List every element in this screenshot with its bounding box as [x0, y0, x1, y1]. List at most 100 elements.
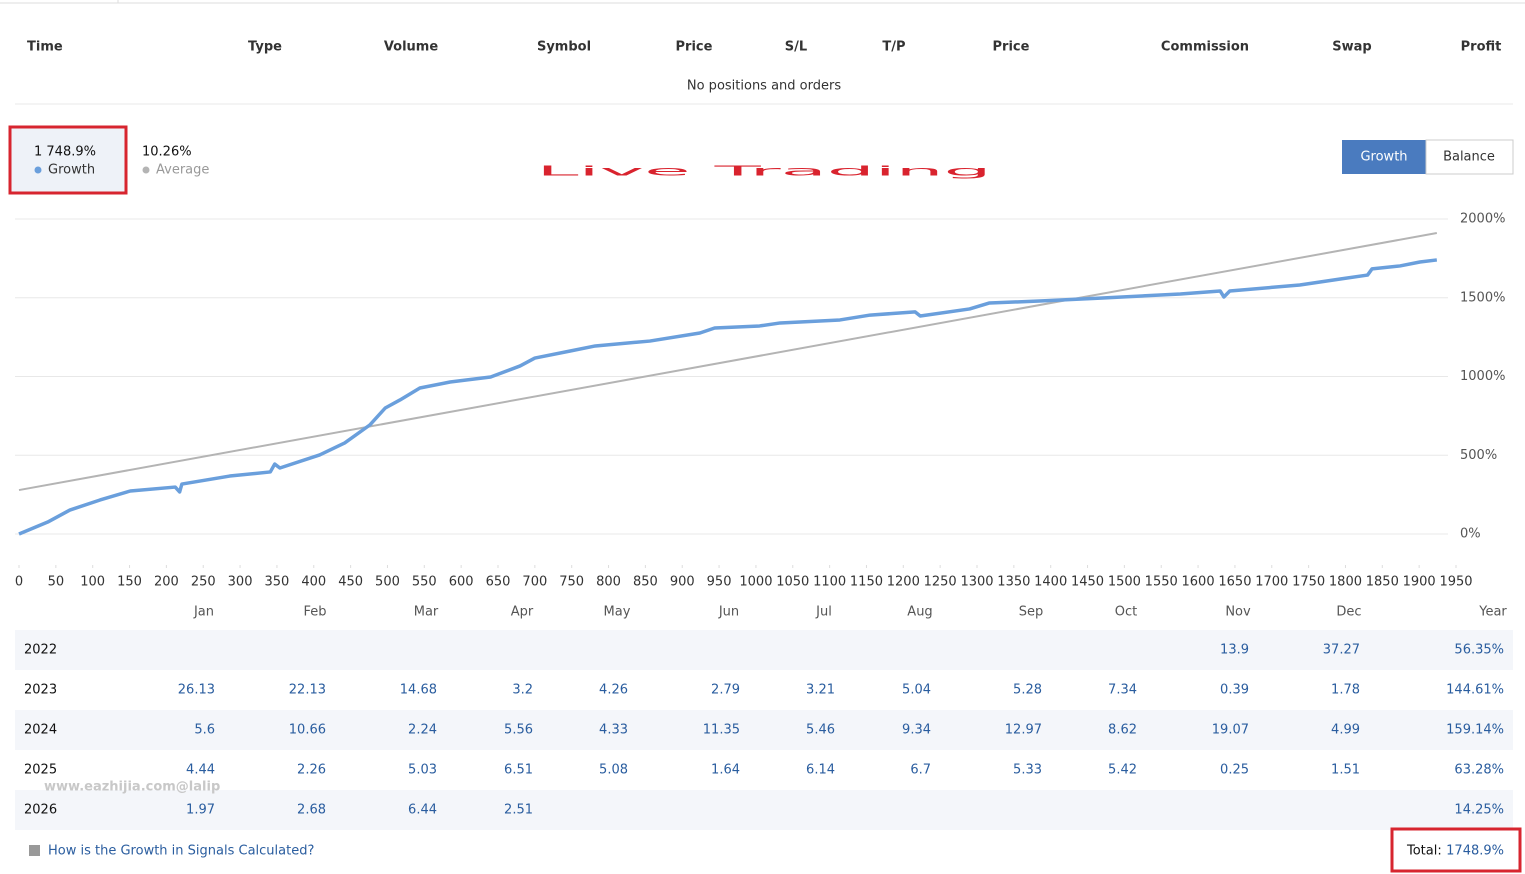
- year-label: 2025: [24, 763, 57, 778]
- x-tick-label: 1300: [960, 575, 993, 590]
- month-value: 2.26: [297, 763, 326, 778]
- month-value: 5.04: [902, 683, 931, 698]
- month-value: 12.97: [1005, 723, 1042, 738]
- column-header: S/L: [785, 40, 807, 55]
- month-value: 6.14: [806, 763, 835, 778]
- x-tick-label: 750: [559, 575, 584, 590]
- x-tick-label: 100: [80, 575, 105, 590]
- watermark: www.eazhijia.com@lalip: [44, 780, 220, 795]
- x-tick-label: 900: [670, 575, 695, 590]
- x-tick-label: 200: [154, 575, 179, 590]
- x-tick-label: 1050: [776, 575, 809, 590]
- x-tick-label: 800: [596, 575, 621, 590]
- x-tick-label: 1900: [1403, 575, 1436, 590]
- toggle-label[interactable]: Balance: [1443, 150, 1495, 165]
- x-tick-label: 350: [265, 575, 290, 590]
- month-header: Year: [1478, 605, 1507, 620]
- x-tick-label: 450: [338, 575, 363, 590]
- month-value: 2.51: [504, 803, 533, 818]
- x-tick-label: 1150: [850, 575, 883, 590]
- column-header: Symbol: [537, 40, 591, 55]
- y-tick-label: 2000%: [1460, 212, 1505, 227]
- empty-text: No positions and orders: [687, 79, 841, 94]
- month-value: 1.78: [1331, 683, 1360, 698]
- month-value: 4.26: [599, 683, 628, 698]
- x-tick-label: 1450: [1071, 575, 1104, 590]
- x-tick-label: 700: [522, 575, 547, 590]
- month-value: 22.13: [289, 683, 326, 698]
- column-header: Profit: [1461, 40, 1502, 55]
- month-header: Jan: [193, 605, 214, 620]
- month-header: May: [604, 605, 631, 620]
- x-tick-label: 1850: [1366, 575, 1399, 590]
- row-bg: [15, 630, 1513, 670]
- month-value: 5.42: [1108, 763, 1137, 778]
- month-value: 144.61%: [1446, 683, 1504, 698]
- y-tick-label: 500%: [1460, 448, 1497, 463]
- toggle-growth[interactable]: [1342, 140, 1426, 174]
- legend-dot: [34, 166, 42, 174]
- month-value: 9.34: [902, 723, 931, 738]
- legend-name: Growth: [48, 163, 95, 178]
- month-value: 6.7: [910, 763, 931, 778]
- x-tick-label: 1750: [1292, 575, 1325, 590]
- month-header: Oct: [1115, 605, 1137, 620]
- month-value: 6.44: [408, 803, 437, 818]
- month-value: 0.25: [1220, 763, 1249, 778]
- month-header: Dec: [1336, 605, 1361, 620]
- x-tick-label: 1950: [1439, 575, 1472, 590]
- y-tick-label: 1500%: [1460, 290, 1505, 305]
- row-bg: [15, 790, 1513, 830]
- month-value: 1.51: [1331, 763, 1360, 778]
- column-header: Swap: [1332, 40, 1371, 55]
- column-header: Type: [248, 40, 282, 55]
- month-value: 5.33: [1013, 763, 1042, 778]
- help-icon: [29, 845, 40, 856]
- highlight-box: [1390, 827, 1522, 873]
- month-value: 159.14%: [1446, 723, 1504, 738]
- month-value: 5.28: [1013, 683, 1042, 698]
- month-value: 37.27: [1323, 643, 1360, 658]
- month-header: Jun: [718, 605, 739, 620]
- x-tick-label: 1400: [1034, 575, 1067, 590]
- month-header: Mar: [414, 605, 439, 620]
- x-tick-label: 600: [449, 575, 474, 590]
- month-value: 5.6: [194, 723, 215, 738]
- year-label: 2026: [24, 803, 57, 818]
- y-tick-label: 0%: [1460, 527, 1481, 542]
- month-value: 6.51: [504, 763, 533, 778]
- year-label: 2023: [24, 683, 57, 698]
- legend-value: 10.26%: [142, 145, 192, 160]
- month-value: 56.35%: [1454, 643, 1504, 658]
- column-header: Volume: [384, 40, 439, 55]
- month-value: 14.25%: [1454, 803, 1504, 818]
- year-label: 2022: [24, 643, 57, 658]
- x-tick-label: 500: [375, 575, 400, 590]
- x-tick-label: 1550: [1145, 575, 1178, 590]
- month-value: 3.21: [806, 683, 835, 698]
- x-tick-label: 1500: [1108, 575, 1141, 590]
- x-tick-label: 300: [228, 575, 253, 590]
- column-header: Commission: [1161, 40, 1249, 55]
- month-value: 7.34: [1108, 683, 1137, 698]
- x-tick-label: 1000: [739, 575, 772, 590]
- month-value: 4.33: [599, 723, 628, 738]
- year-label: 2024: [24, 723, 57, 738]
- highlight-box: [8, 125, 128, 195]
- x-tick-label: 0: [15, 575, 23, 590]
- legend-value: 1 748.9%: [34, 145, 96, 160]
- month-value: 5.03: [408, 763, 437, 778]
- month-value: 4.99: [1331, 723, 1360, 738]
- month-header: Nov: [1225, 605, 1251, 620]
- toggle-label[interactable]: Growth: [1360, 150, 1407, 165]
- x-tick-label: 550: [412, 575, 437, 590]
- toggle-balance[interactable]: [1425, 139, 1514, 175]
- month-value: 63.28%: [1454, 763, 1504, 778]
- x-tick-label: 400: [301, 575, 326, 590]
- x-tick-label: 1650: [1218, 575, 1251, 590]
- month-value: 2.68: [297, 803, 326, 818]
- legend-name: Average: [156, 163, 209, 178]
- help-link[interactable]: How is the Growth in Signals Calculated?: [48, 844, 314, 859]
- month-header: Feb: [303, 605, 326, 620]
